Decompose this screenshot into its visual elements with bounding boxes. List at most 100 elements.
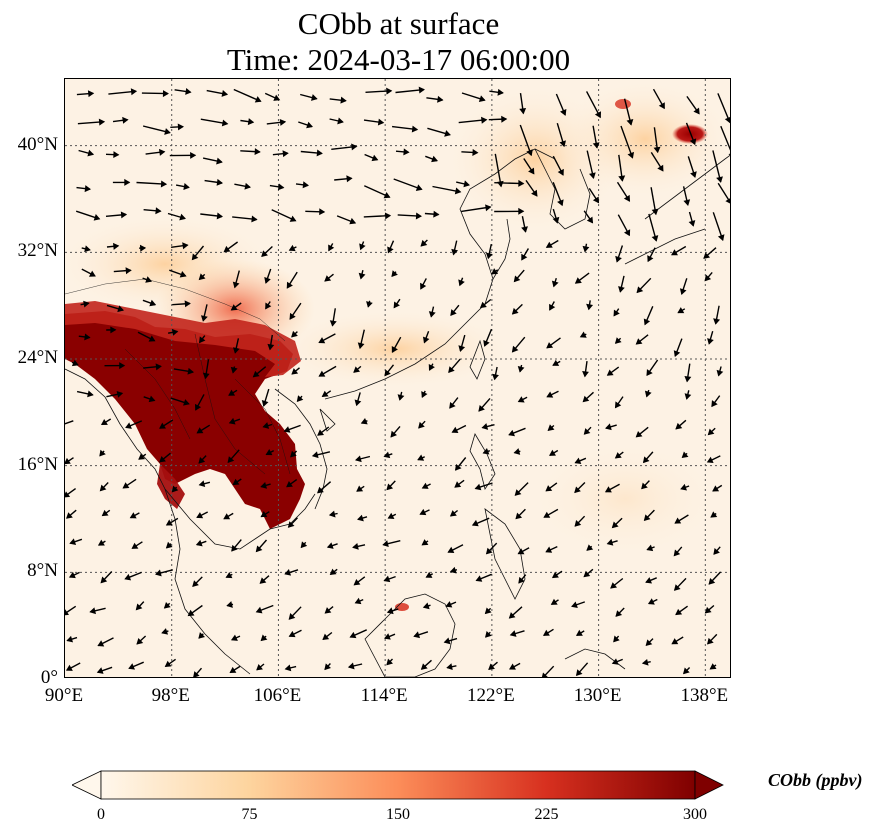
wind-arrow-head [329, 320, 337, 327]
wind-arrow-head [431, 155, 438, 163]
wind-arrow-head [641, 658, 649, 666]
wind-arrow-head [119, 362, 126, 370]
wind-arrow-head [421, 391, 428, 399]
wind-arrow-head [646, 369, 653, 377]
map-title: CObb at surface [297, 6, 500, 41]
wind-arrow-head [642, 456, 650, 464]
wind-arrow-head [135, 603, 143, 611]
wind-arrow-head [192, 580, 199, 588]
wind-arrow-head [355, 455, 362, 463]
wind-arrow-head [329, 568, 337, 576]
colorbar-tick-label: 300 [683, 806, 707, 823]
wind-arrow-head [513, 448, 521, 455]
wind-arrow-head [387, 512, 395, 519]
wind-arrow-shaft [494, 153, 502, 187]
wind-arrow-head [511, 345, 519, 353]
wind-arrow-head [117, 305, 125, 313]
wind-arrow-head [291, 368, 299, 375]
wind-arrow-head [84, 333, 91, 341]
wind-arrow-head [198, 480, 206, 488]
wind-arrow-head [289, 215, 297, 222]
map-panel[interactable] [64, 78, 731, 678]
wind-arrow-head [559, 140, 566, 148]
wind-arrow-head [229, 666, 237, 674]
wind-arrow-head [386, 658, 393, 666]
wind-arrow-head [689, 138, 697, 146]
wind-arrow-head [100, 576, 108, 584]
wind-arrow-head [627, 151, 635, 159]
hotspot-thailand-tail [157, 464, 185, 509]
wind-arrow-head [545, 241, 553, 248]
wind-arrow-head [384, 369, 391, 377]
wind-arrow-head [184, 300, 191, 308]
wind-arrow-head [291, 330, 298, 338]
wind-arrow-head [171, 328, 179, 336]
wind-arrow-head [713, 548, 720, 555]
wind-arrow-head [223, 245, 231, 253]
wind-arrow-head [725, 198, 730, 204]
wind-arrow-head [290, 450, 297, 458]
wind-arrow-head [260, 511, 268, 518]
wind-arrow-head [349, 631, 357, 639]
wind-arrow-head [288, 613, 296, 620]
wind-arrow-head [645, 639, 653, 646]
wind-arrow-head [187, 609, 195, 617]
wind-arrow-head [160, 180, 168, 188]
wind-arrow-head [415, 184, 423, 191]
wind-arrow-head [421, 539, 429, 546]
wind-arrow-head [101, 509, 109, 517]
wind-arrow-head [704, 606, 712, 614]
wind-arrow-head [710, 511, 718, 518]
lon-tick-label: 106°E [253, 685, 302, 706]
wind-arrow-head [177, 123, 185, 131]
wind-arrow-head [190, 151, 197, 159]
wind-arrow-head [377, 118, 385, 126]
wind-arrow-head [382, 540, 389, 548]
wind-arrow-head [145, 276, 153, 283]
wind-arrow-head [349, 217, 357, 225]
wind-arrow-head [475, 575, 483, 582]
wind-arrow-head [425, 571, 433, 578]
wind-arrow-head [391, 346, 398, 353]
wind-arrow-head [164, 660, 172, 667]
lat-tick-label: 32°N [17, 240, 58, 262]
wind-arrow-head [261, 400, 269, 407]
wind-arrow-head [318, 337, 326, 344]
wind-arrow-head [545, 546, 553, 553]
wind-arrow-head [255, 545, 263, 553]
wind-arrow-head [216, 178, 223, 186]
map-canvas [65, 79, 730, 677]
wind-arrow-head [497, 88, 504, 96]
wind-arrow-head [383, 575, 391, 583]
wind-arrow-head [202, 372, 210, 380]
wind-arrow-head [641, 482, 648, 490]
wind-arrow-head [613, 635, 620, 643]
wind-arrow-head [340, 96, 347, 104]
wind-arrow-head [326, 542, 334, 549]
wind-arrow-head [521, 253, 528, 261]
cobb-field [65, 79, 730, 611]
wind-arrow-head [518, 207, 525, 215]
wind-arrow-head [706, 456, 714, 463]
wind-arrow-head [83, 300, 90, 308]
wind-arrow-head [680, 483, 687, 491]
wind-arrow-head [289, 312, 296, 320]
lon-tick-label: 114°E [360, 685, 408, 706]
wind-arrow-head [359, 243, 366, 251]
wind-arrow-head [545, 485, 553, 492]
wind-arrow-head [417, 454, 425, 461]
wind-arrow-head [511, 307, 519, 315]
wind-arrow-head [552, 216, 560, 224]
wind-arrow-head [560, 109, 567, 116]
plume-sea-east [525, 439, 725, 559]
wind-arrow-head [579, 331, 587, 338]
wind-arrow-head [549, 449, 556, 456]
wind-arrow-head [574, 486, 581, 494]
wind-arrow-head [615, 610, 623, 617]
wind-arrow-head [428, 311, 436, 318]
colorbar-gradient [100, 770, 696, 800]
wind-arrow-head [485, 547, 493, 555]
wind-arrow-head [635, 338, 643, 345]
wind-arrow-head [260, 634, 268, 642]
wind-arrow-head [708, 577, 716, 585]
